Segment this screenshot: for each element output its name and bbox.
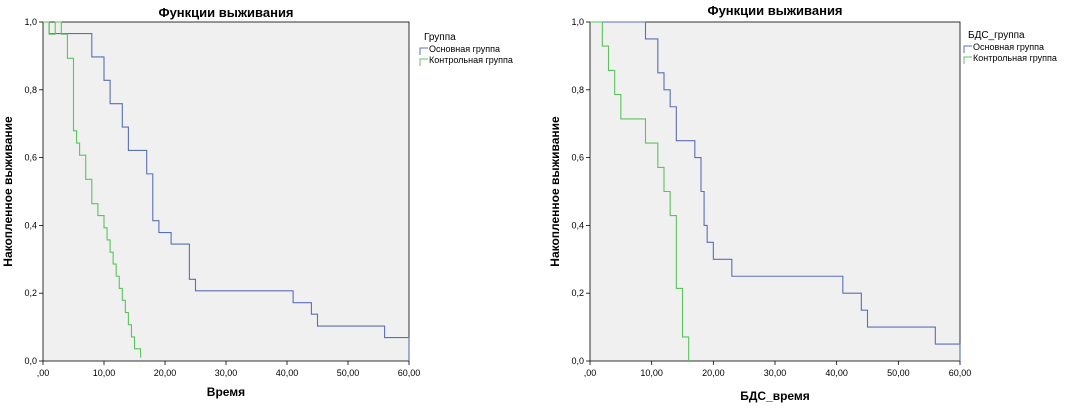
x-tick-label: 30,00: [764, 368, 787, 378]
y-tick-label: 0,8: [24, 85, 37, 95]
chart-title: Функции выживания: [158, 5, 293, 20]
x-tick-label: 20,00: [154, 368, 177, 378]
x-tick-label: ,00: [37, 368, 50, 378]
y-axis-label: Накопленное выживание: [1, 116, 15, 267]
y-tick-label: 0,4: [24, 220, 37, 230]
x-tick-label: 10,00: [93, 368, 116, 378]
survival-chart-bds-group-svg: Функции выживания 0,0 0,2 0,4 0,6 0,8 1,0 ,00 10…: [548, 3, 1057, 403]
y-tick-label: 1,0: [571, 17, 584, 27]
x-tick-label: 40,00: [825, 368, 848, 378]
y-tick-label: 0,6: [571, 153, 584, 163]
legend-entry: Контрольная группа: [429, 55, 513, 65]
y-tick-label: 0,2: [571, 288, 584, 298]
survival-curve-control-group: [43, 21, 142, 358]
y-tick-label: 0,0: [24, 356, 37, 366]
y-tick-label: 0,4: [571, 220, 584, 230]
x-tick-label: 40,00: [276, 368, 299, 378]
x-axis-label: БДС_время: [740, 389, 810, 403]
legend-title: БДС_группа: [968, 30, 1025, 41]
chart-title: Функции выживания: [707, 3, 842, 18]
survival-chart-bds-group: Функции выживания 0,0 0,2 0,4 0,6 0,8 1,0 ,00 10…: [545, 0, 1081, 408]
x-tick-label: 50,00: [887, 368, 910, 378]
x-tick-label: 60,00: [949, 368, 972, 378]
legend-entry: Основная группа: [429, 44, 500, 54]
survival-curve-main-group: [43, 21, 410, 361]
x-tick-label: 50,00: [337, 368, 360, 378]
plot-area: [589, 21, 961, 362]
x-tick-label: 60,00: [398, 368, 421, 378]
x-tick-label: 10,00: [640, 368, 663, 378]
plot-area: [42, 21, 410, 362]
y-tick-label: 1,0: [24, 17, 37, 27]
legend-title: Группа: [424, 32, 456, 43]
legend-swatch: [419, 58, 428, 66]
x-axis-label: Время: [207, 385, 245, 399]
x-tick-label: 20,00: [702, 368, 725, 378]
legend-swatch: [963, 45, 972, 53]
survival-chart-group-svg: Функции выживания 0,0 0,2 0,4 0,6 0,8 1,0 ,00 10…: [1, 5, 513, 399]
y-tick-label: 0,8: [571, 85, 584, 95]
survival-curve-control-group: [590, 21, 690, 361]
x-tick-label: 30,00: [215, 368, 238, 378]
survival-chart-group: Функции выживания 0,0 0,2 0,4 0,6 0,8 1,0 ,00 10…: [0, 0, 540, 408]
survival-curve-main-group: [590, 21, 961, 361]
y-tick-label: 0,6: [24, 153, 37, 163]
legend-swatch: [963, 56, 972, 64]
legend-swatch: [419, 47, 428, 55]
legend-entry: Основная группа: [973, 42, 1044, 52]
y-axis-label: Накопленное выживание: [548, 116, 562, 267]
y-tick-label: 0,0: [571, 356, 584, 366]
y-tick-label: 0,2: [24, 288, 37, 298]
legend-entry: Контрольная группа: [973, 53, 1057, 63]
x-tick-label: ,00: [584, 368, 597, 378]
